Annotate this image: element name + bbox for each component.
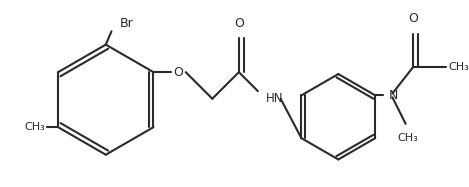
Text: CH₃: CH₃ (24, 122, 45, 132)
Text: O: O (408, 12, 418, 25)
Text: CH₃: CH₃ (397, 133, 418, 143)
Text: Br: Br (120, 17, 134, 30)
Text: O: O (173, 66, 183, 79)
Text: CH₃: CH₃ (448, 62, 469, 72)
Text: N: N (389, 89, 398, 102)
Text: HN: HN (265, 92, 283, 105)
Text: O: O (234, 17, 244, 30)
